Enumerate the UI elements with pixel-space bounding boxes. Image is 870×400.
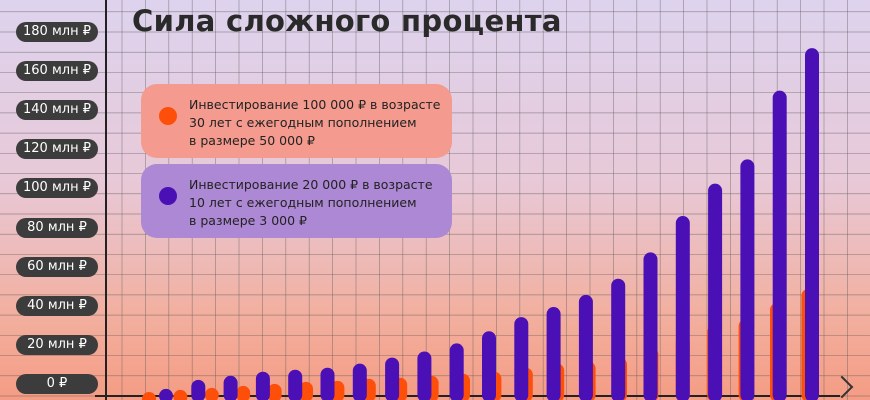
bar-purple: [546, 307, 561, 400]
bar-purple: [611, 278, 626, 400]
legend-label: Инвестирование 100 000 ₽ в возрасте 30 л…: [189, 97, 441, 148]
legend-dot-orange: [159, 107, 177, 125]
y-tick-label: 140 млн ₽: [16, 100, 98, 120]
bar-purple: [320, 367, 335, 400]
legend-dot-purple: [159, 187, 177, 205]
y-tick-label: 180 млн ₽: [16, 22, 98, 42]
bar-purple: [191, 379, 206, 400]
bar-purple: [643, 252, 658, 400]
bar-purple: [578, 294, 593, 400]
bar-orange: [173, 389, 188, 400]
bar-orange: [236, 385, 251, 400]
bar-purple: [482, 331, 496, 400]
bar-purple: [514, 317, 529, 400]
bar-purple: [805, 48, 819, 400]
y-tick-label: 20 млн ₽: [16, 335, 98, 355]
bar-purple: [352, 363, 367, 400]
bar-orange: [299, 381, 313, 400]
bar-orange: [142, 391, 156, 400]
y-tick-label: 60 млн ₽: [16, 257, 98, 277]
y-tick-label: 160 млн ₽: [16, 61, 98, 81]
bar-orange: [204, 387, 219, 400]
bar-purple: [417, 351, 432, 400]
legend-item-orange: Инвестирование 100 000 ₽ в возрасте 30 л…: [141, 84, 452, 158]
y-tick-label: 100 млн ₽: [16, 178, 98, 198]
bar-purple: [288, 369, 303, 400]
bar-purple: [255, 371, 270, 400]
bar-purple: [385, 357, 400, 400]
bar-purple: [708, 183, 723, 400]
bar-purple: [223, 375, 238, 400]
y-tick-label: 40 млн ₽: [16, 296, 98, 316]
y-tick-label: 120 млн ₽: [16, 139, 98, 159]
legend-item-purple: Инвестирование 20 000 ₽ в возрасте 10 ле…: [141, 164, 452, 238]
page-title: Сила сложного процента: [132, 4, 562, 38]
bar-purple: [159, 388, 173, 400]
y-tick-label: 80 млн ₽: [16, 218, 98, 238]
bar-orange: [267, 383, 282, 400]
bar-purple: [449, 343, 464, 400]
bar-purple: [675, 216, 690, 400]
bar-purple: [740, 159, 755, 400]
bar-purple: [772, 90, 787, 400]
legend-label: Инвестирование 20 000 ₽ в возрасте 10 ле…: [189, 177, 433, 228]
y-tick-label: 0 ₽: [16, 374, 98, 394]
